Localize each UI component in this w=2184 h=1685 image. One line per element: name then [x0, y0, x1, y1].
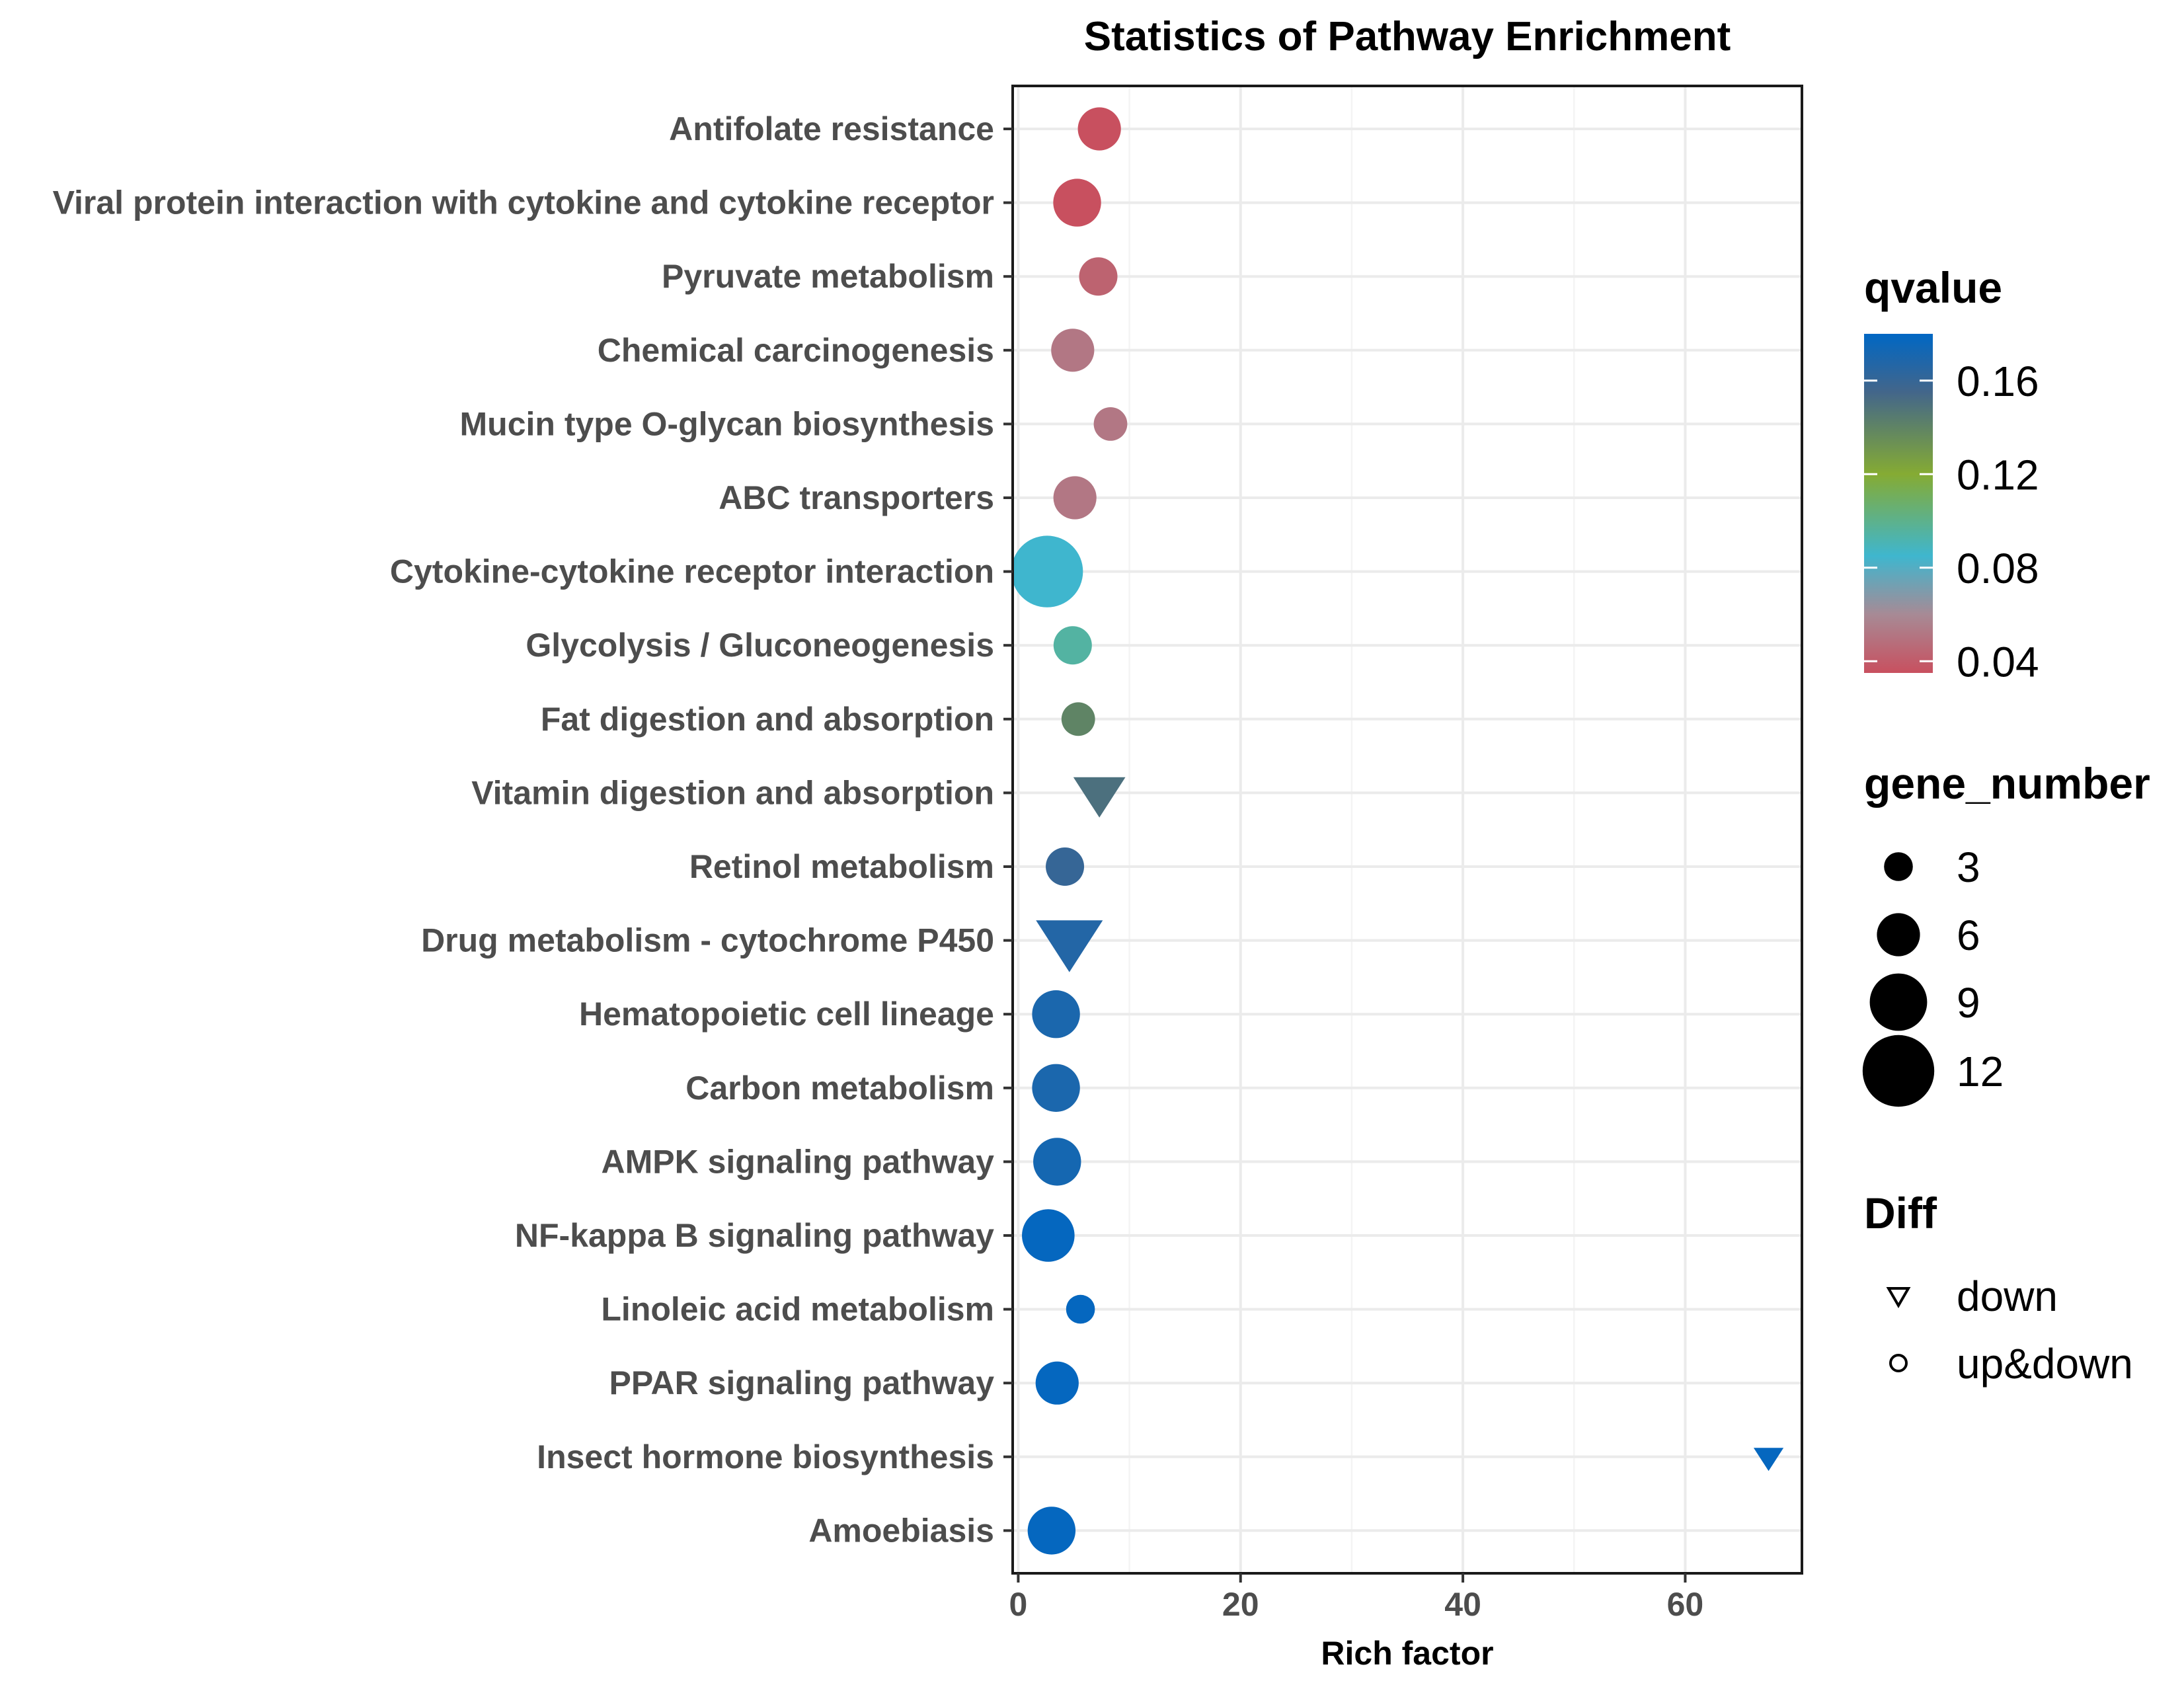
data-point-circle — [1051, 329, 1095, 372]
panel-border — [1011, 85, 1803, 1575]
grid-layer — [1013, 86, 1802, 1573]
y-tick-label: Insect hormone biosynthesis — [537, 1438, 994, 1475]
data-point-circle — [1093, 407, 1128, 441]
x-tick-label: 0 — [1009, 1586, 1028, 1623]
x-tick-label: 40 — [1444, 1586, 1481, 1623]
data-point-circle — [1046, 847, 1085, 886]
y-tick-label: Cytokine-cytokine receptor interaction — [390, 553, 994, 590]
legend-triangle-key — [1886, 1287, 1911, 1309]
legend-size-key — [1884, 852, 1913, 881]
data-point-circle — [1053, 178, 1101, 227]
data-point-triangle — [1073, 777, 1126, 818]
x-axis-title: Rich factor — [1321, 1635, 1493, 1672]
legend-size-label: 9 — [1957, 979, 1980, 1027]
colorbar-tick-label: 0.12 — [1957, 451, 2039, 498]
y-tick-label: NF-kappa B signaling pathway — [515, 1217, 994, 1254]
legend-size-key — [1862, 1035, 1935, 1107]
y-tick-label: Viral protein interaction with cytokine … — [53, 184, 994, 221]
data-point-circle — [1027, 1507, 1076, 1555]
data-point-circle — [1053, 626, 1092, 665]
legend: qvalue 0.04 0.08 0.12 0.16 gene_number 3 6 9 12 Di… — [1862, 263, 2150, 1388]
data-point-circle — [1061, 702, 1095, 736]
legend-gene-number-title: gene_number — [1864, 759, 2150, 808]
y-tick-label: Chemical carcinogenesis — [598, 332, 994, 369]
y-tick-label: Drug metabolism - cytochrome P450 — [421, 922, 994, 959]
y-tick-label: Amoebiasis — [808, 1512, 994, 1549]
legend-size-label: 6 — [1957, 912, 1980, 959]
legend-shape-label: down — [1957, 1273, 2058, 1320]
colorbar-tick-label: 0.04 — [1957, 638, 2039, 686]
legend-diff-title: Diff — [1864, 1189, 1937, 1237]
data-point-circle — [1011, 535, 1083, 607]
data-point-circle — [1077, 107, 1121, 151]
data-point-circle — [1022, 1209, 1075, 1262]
y-tick-label: Linoleic acid metabolism — [601, 1291, 994, 1328]
y-tick-label: Glycolysis / Gluconeogenesis — [526, 627, 994, 664]
colorbar-tick-label: 0.16 — [1957, 358, 2039, 405]
y-tick-label: Vitamin digestion and absorption — [471, 774, 994, 811]
y-tick-label: Pyruvate metabolism — [662, 258, 994, 295]
data-point-circle — [1066, 1294, 1095, 1324]
y-tick-label: Retinol metabolism — [689, 848, 994, 885]
data-point-circle — [1079, 257, 1118, 296]
y-tick-label: ABC transporters — [719, 479, 994, 516]
colorbar-tick-label: 0.08 — [1957, 545, 2039, 592]
y-axis: Antifolate resistance Viral protein inter… — [53, 110, 1013, 1549]
chart-title: Statistics of Pathway Enrichment — [1084, 14, 1731, 59]
data-point-triangle — [1753, 1448, 1784, 1471]
legend-size-key — [1869, 973, 1928, 1031]
y-tick-label: Carbon metabolism — [685, 1070, 994, 1107]
legend-size-label: 3 — [1957, 843, 1980, 891]
y-tick-label: AMPK signaling pathway — [601, 1143, 994, 1180]
qvalue-colorbar — [1864, 334, 1933, 673]
data-point-circle — [1035, 1361, 1079, 1405]
legend-circle-key — [1889, 1354, 1908, 1372]
x-tick-label: 20 — [1222, 1586, 1259, 1623]
x-axis: 0 20 40 60 — [1009, 1573, 1704, 1623]
legend-size-label: 12 — [1957, 1048, 2004, 1095]
legend-size-key — [1877, 913, 1920, 957]
y-tick-label: Antifolate resistance — [669, 110, 994, 147]
legend-qvalue-title: qvalue — [1864, 263, 2002, 312]
data-point-triangle — [1036, 920, 1103, 972]
y-tick-label: Mucin type O-glycan biosynthesis — [460, 405, 995, 442]
x-tick-label: 60 — [1667, 1586, 1704, 1623]
data-point-circle — [1053, 476, 1097, 520]
y-tick-label: Hematopoietic cell lineage — [579, 996, 994, 1033]
data-point-circle — [1032, 990, 1080, 1038]
y-tick-label: PPAR signaling pathway — [609, 1364, 995, 1401]
data-point-circle — [1033, 1138, 1081, 1186]
y-tick-label: Fat digestion and absorption — [541, 701, 994, 738]
points-layer — [1011, 107, 1784, 1555]
legend-shape-label: up&down — [1957, 1340, 2133, 1388]
data-point-circle — [1032, 1064, 1080, 1113]
